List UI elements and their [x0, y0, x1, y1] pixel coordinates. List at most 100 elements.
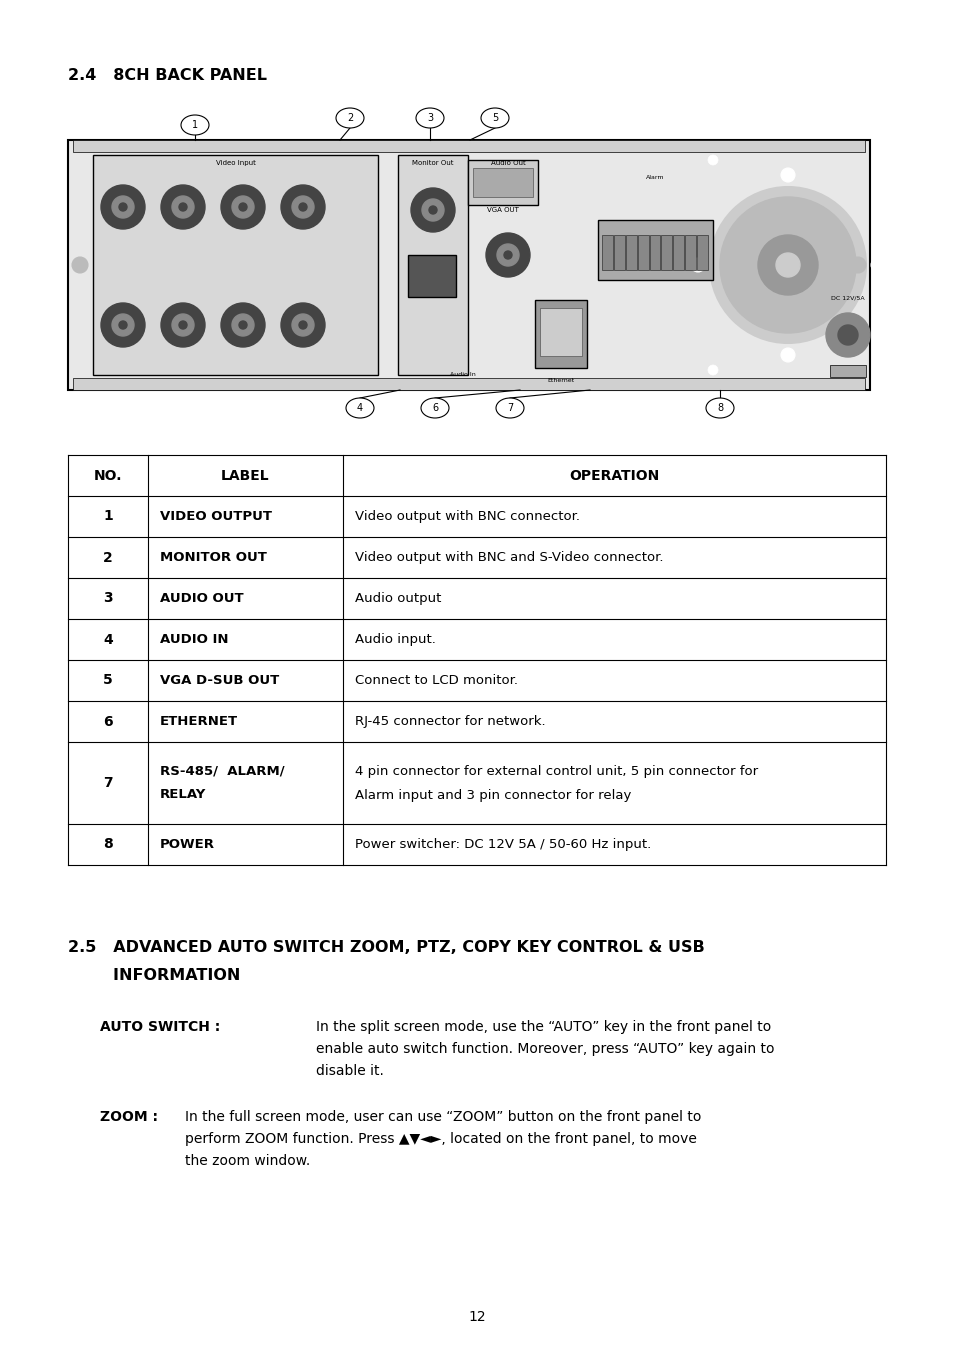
Text: ZOOM :: ZOOM :	[100, 1110, 158, 1125]
Circle shape	[221, 185, 265, 230]
Text: 4 pin connector for external control unit, 5 pin connector for: 4 pin connector for external control uni…	[355, 764, 758, 778]
Text: DC 12V/5A: DC 12V/5A	[830, 296, 864, 300]
Ellipse shape	[335, 108, 364, 128]
Text: Power switcher: DC 12V 5A / 50-60 Hz input.: Power switcher: DC 12V 5A / 50-60 Hz inp…	[355, 838, 651, 850]
Text: Video Input: Video Input	[215, 161, 255, 166]
Text: Monitor Out: Monitor Out	[412, 161, 454, 166]
Circle shape	[690, 258, 704, 271]
Text: RJ-45 connector for network.: RJ-45 connector for network.	[355, 716, 545, 728]
Circle shape	[172, 315, 193, 336]
FancyBboxPatch shape	[625, 235, 636, 270]
Circle shape	[239, 202, 247, 211]
Circle shape	[298, 321, 307, 329]
Ellipse shape	[346, 398, 374, 418]
Text: Ethernet: Ethernet	[547, 378, 574, 383]
FancyBboxPatch shape	[539, 308, 581, 356]
Ellipse shape	[416, 108, 443, 128]
Ellipse shape	[181, 115, 209, 135]
Circle shape	[161, 302, 205, 347]
Text: 12: 12	[468, 1310, 485, 1324]
Ellipse shape	[420, 398, 449, 418]
Text: RELAY: RELAY	[160, 788, 206, 802]
Text: Video output with BNC and S-Video connector.: Video output with BNC and S-Video connec…	[355, 551, 662, 564]
Text: In the split screen mode, use the “AUTO” key in the front panel to: In the split screen mode, use the “AUTO”…	[315, 1021, 770, 1034]
Circle shape	[112, 196, 133, 217]
Circle shape	[292, 315, 314, 336]
Circle shape	[709, 188, 865, 343]
Text: 2: 2	[103, 551, 112, 564]
Text: 1: 1	[192, 120, 198, 130]
Text: Audio output: Audio output	[355, 593, 441, 605]
Text: 4: 4	[356, 404, 363, 413]
FancyBboxPatch shape	[473, 167, 533, 197]
FancyBboxPatch shape	[829, 364, 865, 377]
Text: Audio input.: Audio input.	[355, 633, 436, 647]
Circle shape	[232, 315, 253, 336]
Text: 1: 1	[103, 509, 112, 524]
Circle shape	[503, 251, 512, 259]
Circle shape	[112, 315, 133, 336]
Text: 5: 5	[103, 674, 112, 687]
Text: Connect to LCD monitor.: Connect to LCD monitor.	[355, 674, 517, 687]
Circle shape	[101, 302, 145, 347]
FancyBboxPatch shape	[468, 161, 537, 205]
Circle shape	[179, 202, 187, 211]
Circle shape	[161, 185, 205, 230]
Ellipse shape	[496, 398, 523, 418]
FancyBboxPatch shape	[73, 140, 864, 153]
Text: the zoom window.: the zoom window.	[185, 1154, 310, 1168]
Text: 2.4   8CH BACK PANEL: 2.4 8CH BACK PANEL	[68, 68, 267, 82]
Ellipse shape	[705, 398, 733, 418]
FancyBboxPatch shape	[397, 155, 468, 375]
FancyBboxPatch shape	[637, 235, 648, 270]
Text: 5: 5	[492, 113, 497, 123]
Circle shape	[239, 321, 247, 329]
Text: 2: 2	[347, 113, 353, 123]
Circle shape	[292, 196, 314, 217]
Text: 8: 8	[717, 404, 722, 413]
FancyBboxPatch shape	[660, 235, 672, 270]
Circle shape	[281, 185, 325, 230]
Text: 2.5   ADVANCED AUTO SWITCH ZOOM, PTZ, COPY KEY CONTROL & USB: 2.5 ADVANCED AUTO SWITCH ZOOM, PTZ, COPY…	[68, 940, 704, 954]
Circle shape	[720, 197, 855, 333]
Text: ETHERNET: ETHERNET	[160, 716, 238, 728]
Text: Video output with BNC connector.: Video output with BNC connector.	[355, 510, 579, 522]
Text: MONITOR OUT: MONITOR OUT	[160, 551, 267, 564]
Circle shape	[707, 155, 718, 165]
FancyBboxPatch shape	[598, 220, 712, 279]
FancyBboxPatch shape	[697, 235, 707, 270]
Circle shape	[707, 364, 718, 375]
Text: POWER: POWER	[160, 838, 214, 850]
Circle shape	[758, 235, 817, 296]
Circle shape	[497, 244, 518, 266]
FancyBboxPatch shape	[535, 300, 586, 369]
Circle shape	[421, 198, 443, 221]
Text: perform ZOOM function. Press ▲▼◄►, located on the front panel, to move: perform ZOOM function. Press ▲▼◄►, locat…	[185, 1133, 696, 1146]
FancyBboxPatch shape	[68, 140, 869, 390]
Circle shape	[870, 258, 884, 271]
Text: LABEL: LABEL	[221, 468, 270, 482]
FancyBboxPatch shape	[73, 378, 864, 390]
Circle shape	[101, 185, 145, 230]
Text: disable it.: disable it.	[315, 1064, 383, 1079]
Text: Alarm input and 3 pin connector for relay: Alarm input and 3 pin connector for rela…	[355, 788, 631, 802]
FancyBboxPatch shape	[649, 235, 659, 270]
FancyBboxPatch shape	[613, 235, 624, 270]
Circle shape	[485, 234, 530, 277]
Text: 4: 4	[103, 633, 112, 647]
Text: RS-485/  ALARM/: RS-485/ ALARM/	[160, 764, 284, 778]
Text: AUTO SWITCH :: AUTO SWITCH :	[100, 1021, 220, 1034]
Circle shape	[119, 202, 127, 211]
Circle shape	[179, 321, 187, 329]
Circle shape	[172, 196, 193, 217]
Text: VIDEO OUTPUT: VIDEO OUTPUT	[160, 510, 272, 522]
Text: AUDIO OUT: AUDIO OUT	[160, 593, 243, 605]
Circle shape	[119, 321, 127, 329]
Circle shape	[232, 196, 253, 217]
Text: NO.: NO.	[93, 468, 122, 482]
Circle shape	[71, 256, 88, 273]
Text: AUDIO IN: AUDIO IN	[160, 633, 229, 647]
Circle shape	[429, 207, 436, 215]
Circle shape	[411, 188, 455, 232]
FancyBboxPatch shape	[601, 235, 612, 270]
